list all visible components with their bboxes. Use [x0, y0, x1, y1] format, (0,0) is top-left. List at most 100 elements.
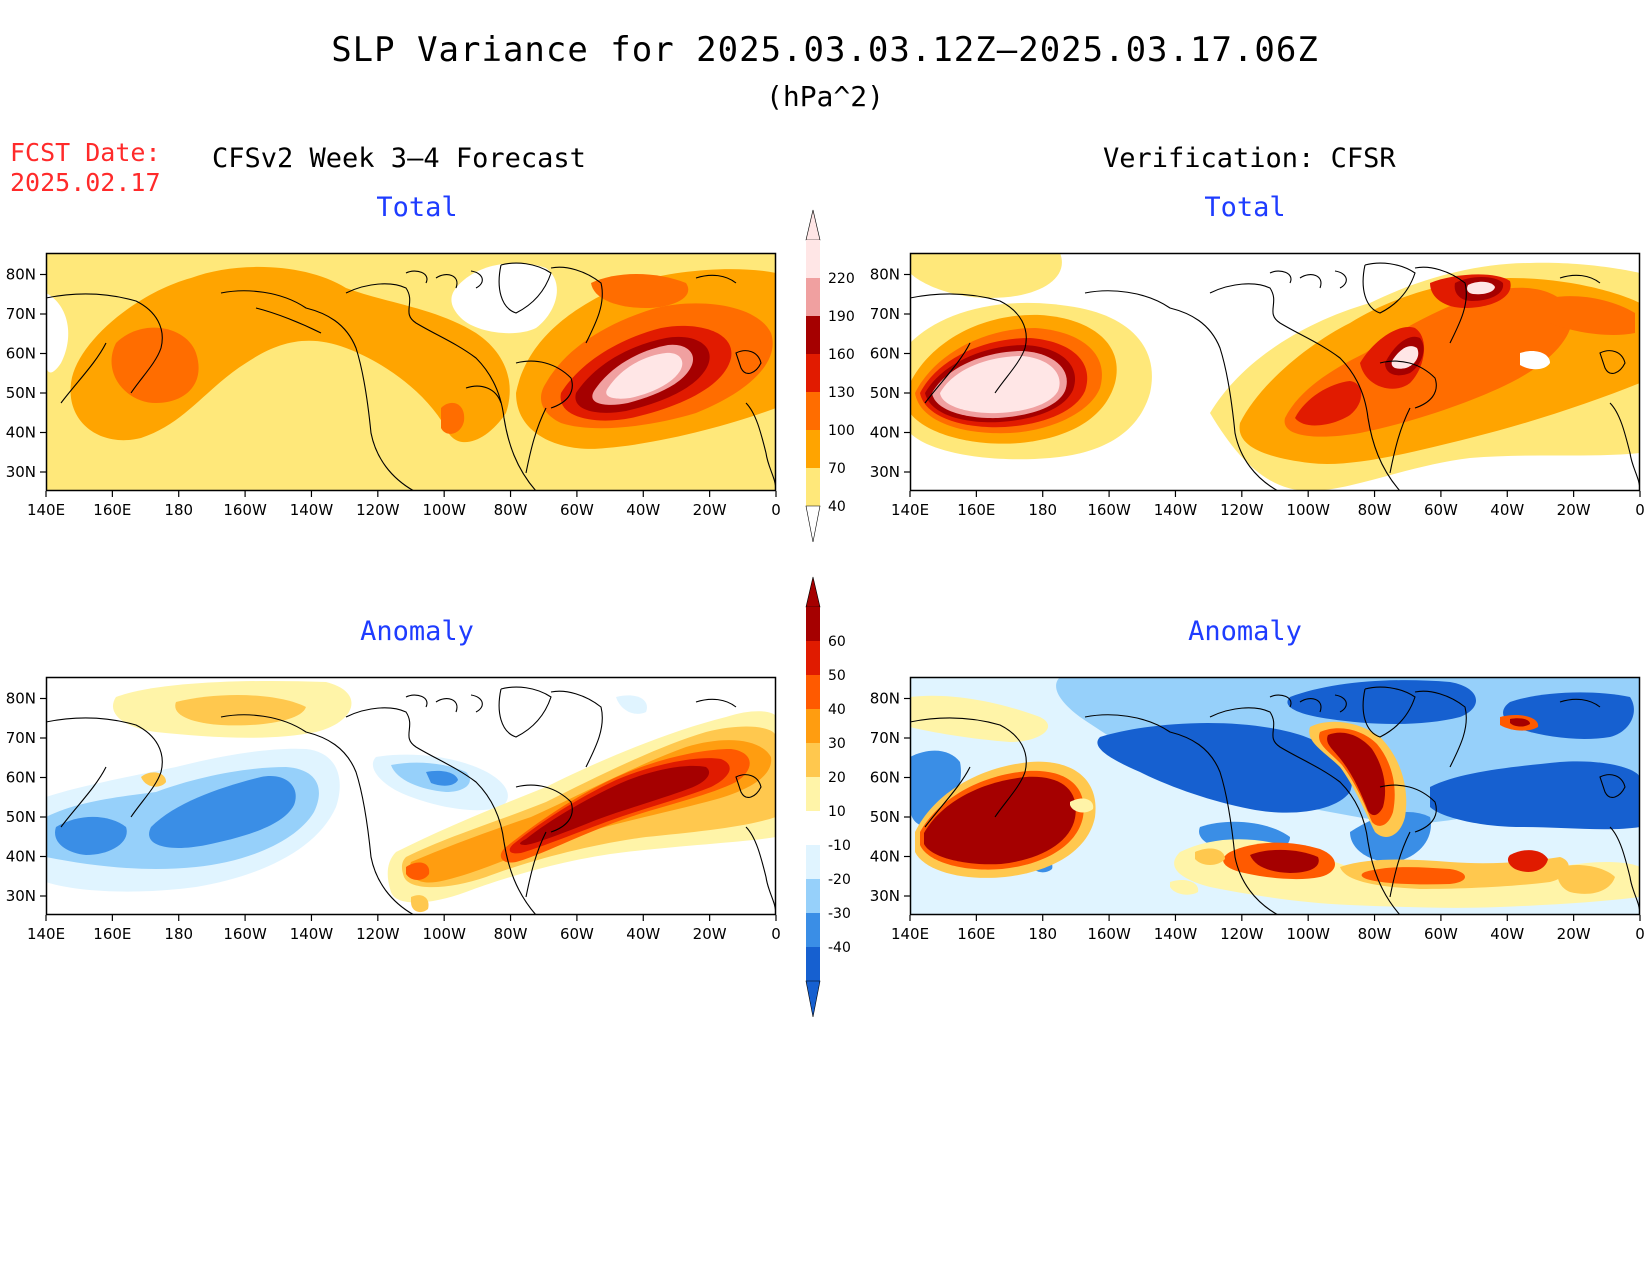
- lon-tick-label: 80W: [494, 501, 528, 519]
- lat-tick-label: 30N: [870, 887, 900, 905]
- lat-tick-label: 40N: [870, 424, 900, 442]
- colorbar-anomaly-swatch: [806, 777, 820, 811]
- shaded-field: [46, 677, 776, 915]
- lat-tick-label: 50N: [6, 808, 36, 826]
- colorbar-total: 40 70 100 130 160 190 220: [805, 209, 855, 543]
- lon-tick-label: 60W: [560, 925, 594, 943]
- lon-tick-label: 20W: [693, 925, 727, 943]
- fcst-date-block: FCST Date: 2025.02.17: [10, 138, 161, 198]
- lat-tick-label: 70N: [870, 305, 900, 323]
- lon-tick-label: 40W: [1490, 501, 1524, 519]
- lat-tick-label: 40N: [6, 424, 36, 442]
- lat-tick-label: 60N: [870, 769, 900, 787]
- shaded-field: [910, 677, 1640, 915]
- lat-tick-label: 70N: [870, 729, 900, 747]
- panel-title-anomaly-forecast: Anomaly: [360, 616, 474, 647]
- lat-tick-label: 70N: [6, 729, 36, 747]
- lon-tick-label: 60W: [1424, 501, 1458, 519]
- map-frame: [909, 252, 1641, 492]
- lat-tick-label: 70N: [6, 305, 36, 323]
- panel-title-anomaly-verification: Anomaly: [1188, 616, 1302, 647]
- lon-tick-label: 80W: [1358, 501, 1392, 519]
- colorbar-anomaly-swatch: [806, 743, 820, 777]
- colorbar-anomaly: -40 -30 -20 -10 10 20 30 40 50 60: [805, 576, 851, 1018]
- lon-tick-label: 40W: [626, 925, 660, 943]
- colorbar-anomaly-swatch: [806, 709, 820, 743]
- lon-tick-label: 20W: [1557, 501, 1591, 519]
- colorbar-total-label: 40: [828, 499, 846, 515]
- colorbar-total-swatch: [806, 316, 820, 354]
- lat-tick-label: 80N: [6, 690, 36, 708]
- colorbar-anomaly-swatch: [806, 845, 820, 879]
- units-label: (hPa^2): [765, 80, 884, 113]
- lat-tick-label: 30N: [870, 463, 900, 481]
- lon-tick-label: 140W: [290, 501, 334, 519]
- colorbar-anomaly-swatch: [806, 607, 820, 641]
- colorbar-anomaly-label: -10: [828, 838, 851, 854]
- lon-tick-label: 100W: [422, 501, 466, 519]
- colorbar-total-label: 70: [828, 461, 846, 477]
- lon-tick-label: 20W: [1557, 925, 1591, 943]
- colorbar-total-swatch: [806, 430, 820, 468]
- lat-tick-label: 30N: [6, 463, 36, 481]
- colorbar-anomaly-label: 30: [828, 736, 846, 752]
- map-frame: [909, 676, 1641, 916]
- lat-tick-label: 50N: [870, 384, 900, 402]
- lon-tick-label: 180: [164, 925, 193, 943]
- lon-tick-label: 180: [164, 501, 193, 519]
- lon-tick-label: 160W: [1087, 501, 1131, 519]
- colorbar-anomaly-swatch: [806, 947, 820, 981]
- shaded-field: [910, 253, 1640, 491]
- panel-title-total-verification: Total: [1204, 192, 1286, 223]
- lon-tick-label: 180: [1028, 501, 1057, 519]
- main-title: SLP Variance for 2025.03.03.12Z–2025.03.…: [331, 30, 1319, 70]
- colorbar-total-top-arrow: [805, 209, 821, 241]
- lon-tick-label: 0: [1635, 501, 1645, 519]
- lat-tick-label: 80N: [6, 266, 36, 284]
- colorbar-total-swatch: [806, 354, 820, 392]
- verification-label: Verification: CFSR: [1103, 143, 1396, 174]
- lat-tick-label: 40N: [870, 848, 900, 866]
- colorbar-anomaly-label: 40: [828, 702, 846, 718]
- lat-tick-label: 80N: [870, 266, 900, 284]
- lon-tick-label: 140E: [891, 925, 929, 943]
- lon-tick-label: 120W: [1220, 501, 1264, 519]
- lon-tick-label: 100W: [1286, 925, 1330, 943]
- lon-tick-label: 0: [1635, 925, 1645, 943]
- colorbar-anomaly-top-arrow: [805, 576, 821, 608]
- lat-tick-label: 30N: [6, 887, 36, 905]
- map-panel-anomaly-forecast: 140E 160E 180 160W 140W 120W 100W 80W 60W 40W 20W 0…: [6, 676, 781, 943]
- colorbar-total-label: 130: [828, 385, 855, 401]
- lon-tick-label: 100W: [422, 925, 466, 943]
- lat-tick-label: 80N: [870, 690, 900, 708]
- lat-tick-label: 60N: [6, 345, 36, 363]
- colorbar-total-swatch: [806, 278, 820, 316]
- lon-tick-label: 60W: [1424, 925, 1458, 943]
- lon-tick-label: 160W: [223, 501, 267, 519]
- coastlines: [910, 686, 1640, 915]
- colorbar-anomaly-bottom-arrow: [805, 980, 821, 1018]
- lon-tick-label: 160E: [93, 501, 131, 519]
- lon-tick-label: 140E: [27, 925, 65, 943]
- lat-tick-label: 60N: [870, 345, 900, 363]
- lat-tick-label: 50N: [6, 384, 36, 402]
- colorbar-anomaly-label: -40: [828, 940, 851, 956]
- map-panel-total-verification: 140E 160E 180 160W 140W 120W 100W 80W 60W 40W 20W 0…: [870, 252, 1645, 519]
- colorbar-anomaly-label: 50: [828, 668, 846, 684]
- lon-tick-label: 140E: [27, 501, 65, 519]
- fcst-date-label: FCST Date:: [10, 138, 161, 167]
- lon-tick-label: 160W: [223, 925, 267, 943]
- lat-tick-label: 50N: [870, 808, 900, 826]
- colorbar-anomaly-swatch: [806, 675, 820, 709]
- lon-tick-label: 140W: [290, 925, 334, 943]
- colorbar-total-label: 220: [828, 271, 855, 287]
- lon-tick-label: 140W: [1154, 925, 1198, 943]
- colorbar-anomaly-swatch: [806, 811, 820, 845]
- panel-title-total-forecast: Total: [376, 192, 458, 223]
- coastlines: [46, 686, 776, 915]
- lon-tick-label: 160E: [957, 925, 995, 943]
- map-frame: [45, 252, 777, 492]
- lat-tick-label: 40N: [6, 848, 36, 866]
- colorbar-anomaly-label: -30: [828, 906, 851, 922]
- fcst-date-value: 2025.02.17: [10, 168, 161, 197]
